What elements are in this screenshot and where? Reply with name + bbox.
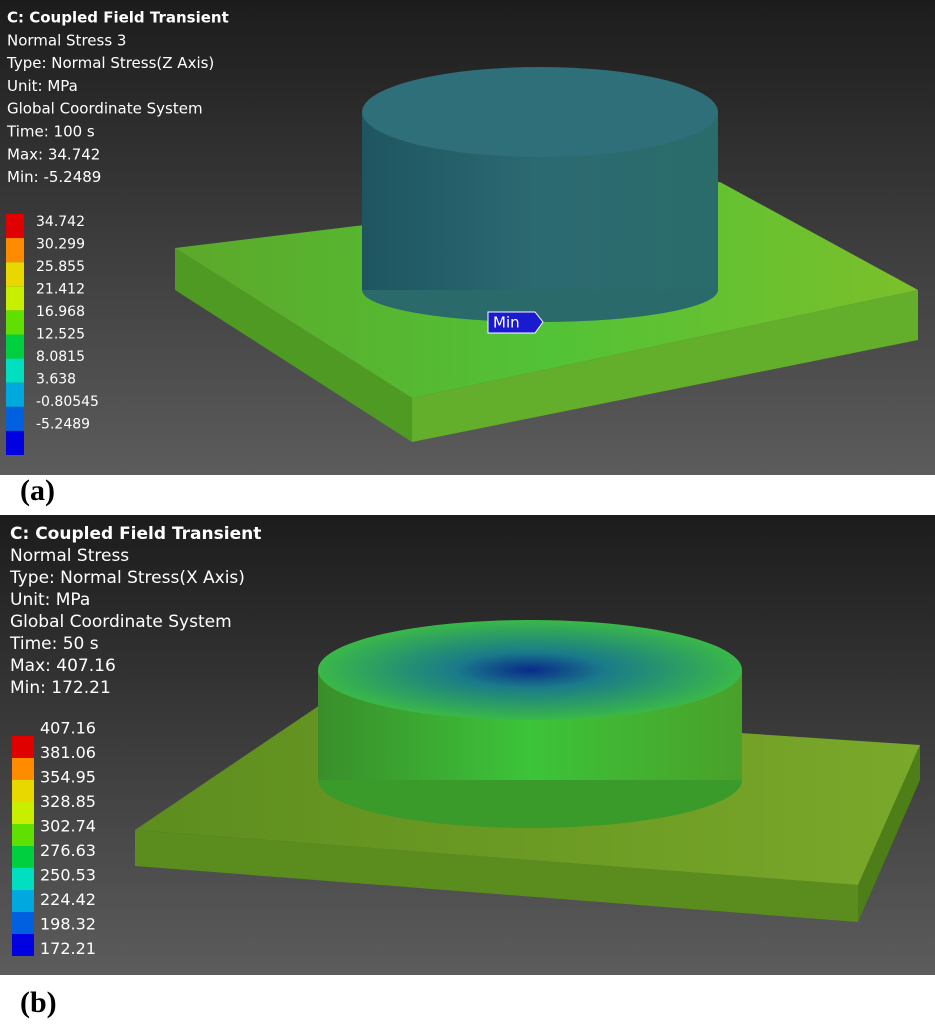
plate-side (135, 830, 858, 922)
legend-swatch (12, 846, 34, 868)
legend-swatch (6, 334, 24, 359)
info-line: Time: 100 s (6, 123, 95, 141)
cylinder-top (362, 67, 718, 157)
legend-swatch (12, 802, 34, 824)
legend-swatch (12, 868, 34, 890)
probe-label: Min (493, 314, 520, 332)
info-line: Global Coordinate System (10, 612, 232, 632)
info-line: Global Coordinate System (7, 100, 203, 118)
legend-label: 250.53 (40, 866, 96, 885)
legend-swatch (6, 382, 24, 407)
legend-label: -0.80545 (36, 394, 99, 410)
legend-label: 276.63 (40, 841, 96, 860)
legend-swatch (12, 780, 34, 802)
info-line: Max: 34.742 (7, 145, 100, 163)
plate-side (858, 745, 920, 922)
legend-label: 354.95 (40, 768, 96, 787)
legend-label: 381.06 (40, 743, 96, 762)
legend-label: 21.412 (36, 282, 85, 298)
legend-swatch (12, 912, 34, 934)
legend-swatch (12, 758, 34, 780)
plate-side (175, 248, 412, 442)
info-line: Min: 172.21 (10, 678, 111, 698)
legend-swatch (6, 430, 24, 455)
legend-swatch (6, 214, 24, 239)
legend-label: 30.299 (36, 237, 85, 253)
legend-label: 12.525 (36, 327, 85, 343)
legend-swatch (6, 286, 24, 311)
info-line: Normal Stress 3 (7, 31, 126, 49)
legend-label: 328.85 (40, 792, 96, 811)
legend-swatch (6, 358, 24, 383)
legend-label: 25.855 (36, 259, 85, 275)
info-line: Time: 50 s (9, 634, 99, 654)
legend-label: 34.742 (36, 214, 85, 230)
panel-a (0, 0, 935, 475)
legend-label: 8.0815 (36, 349, 85, 365)
legend-swatch (6, 406, 24, 431)
legend-swatch (12, 890, 34, 912)
legend-swatch (12, 934, 34, 956)
legend-label: 224.42 (40, 890, 96, 909)
info-line: Unit: MPa (10, 590, 90, 610)
panel-title: C: Coupled Field Transient (7, 9, 229, 27)
legend-swatch (6, 310, 24, 335)
legend-swatch (6, 262, 24, 287)
info-line: Type: Normal Stress(Z Axis) (6, 54, 214, 72)
info-line: Min: -5.2489 (7, 168, 101, 186)
info-line: Unit: MPa (7, 77, 78, 95)
legend-swatch (12, 824, 34, 846)
legend-label: -5.2489 (36, 417, 90, 433)
info-line: Max: 407.16 (10, 656, 116, 676)
legend-label: 172.21 (40, 939, 96, 958)
cylinder-top (318, 620, 742, 720)
probe-tag (487, 311, 544, 334)
panel-b (0, 515, 935, 975)
info-line: Normal Stress (10, 546, 129, 566)
legend-swatch (12, 736, 34, 758)
legend-label: 407.16 (40, 719, 96, 738)
caption: (b) (20, 986, 57, 1019)
legend-label: 3.638 (36, 372, 76, 388)
legend-label: 16.968 (36, 304, 85, 320)
caption: (a) (20, 474, 55, 507)
legend-label: 198.32 (40, 915, 96, 934)
legend-label: 302.74 (40, 817, 96, 836)
plate-side (412, 290, 918, 442)
legend-swatch (6, 238, 24, 263)
info-line: Type: Normal Stress(X Axis) (9, 568, 245, 588)
panel-title: C: Coupled Field Transient (10, 524, 261, 544)
